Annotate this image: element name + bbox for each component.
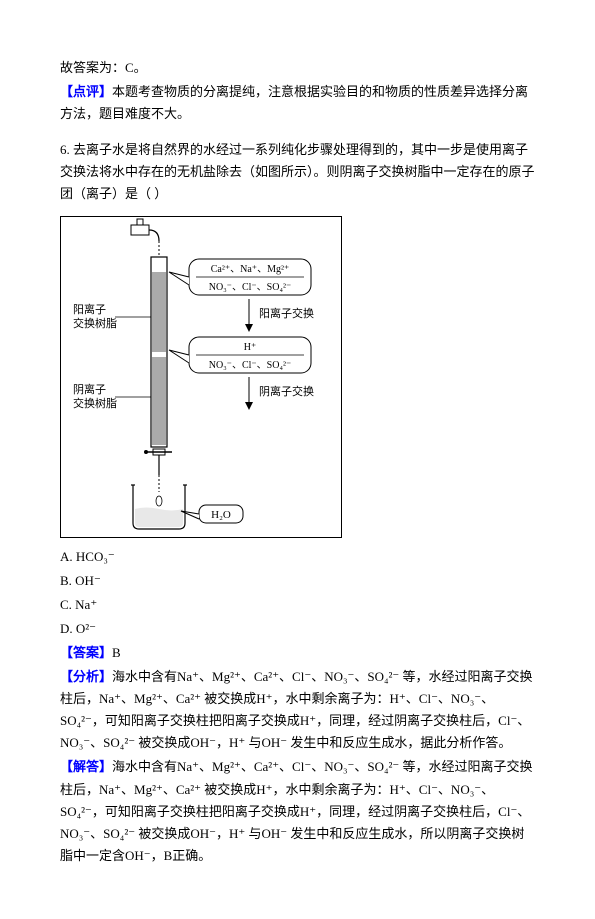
arrow1-label: 阳离子交换 [259,306,314,320]
cation-resin-label-l2: 交换树脂 [73,316,117,330]
ion-exchange-diagram: Ca²⁺、Na⁺、Mg²⁺ NO₃⁻、Cl⁻、SO₄²⁻ 阳离子交换 H⁺ NO… [60,216,535,538]
option-c: C. Na⁺ [60,594,535,616]
option-d: D. O²⁻ [60,618,535,640]
solution-paragraph: 【解答】海水中含有Na⁺、Mg²⁺、Ca²⁺、Cl⁻、NO₃⁻、SO₄²⁻ 等，… [60,756,535,866]
solution-label: 【解答】 [60,759,112,774]
bubble2-bot-text: NO₃⁻、Cl⁻、SO₄²⁻ [209,360,291,371]
answer-label: 【答案】 [60,645,112,660]
question-stem: 6. 去离子水是将自然界的水经过一系列纯化步骤处理得到的，其中一步是使用离子交换… [60,139,535,205]
solution-text: 海水中含有Na⁺、Mg²⁺、Ca²⁺、Cl⁻、NO₃⁻、SO₄²⁻ 等，水经过阳… [60,759,533,862]
analysis-label: 【分析】 [60,669,112,684]
comment-label: 【点评】 [60,84,112,99]
bubble1-top-text: Ca²⁺、Na⁺、Mg²⁺ [211,264,290,275]
comment-text: 本题考查物质的分离提纯，注意根据实验目的和物质的性质差异选择分离方法，题目难度不… [60,84,528,121]
analysis-paragraph: 【分析】海水中含有Na⁺、Mg²⁺、Ca²⁺、Cl⁻、NO₃⁻、SO₄²⁻ 等，… [60,666,535,754]
question-number: 6. [60,142,70,157]
comment-paragraph: 【点评】本题考查物质的分离提纯，注意根据实验目的和物质的性质差异选择分离方法，题… [60,81,535,125]
output-label-text: H₂O [211,509,231,521]
option-a: A. HCO₃⁻ [60,546,535,568]
anion-resin-label-l2: 交换树脂 [73,396,117,410]
answer-line: 【答案】B [60,642,535,664]
arrow2-label: 阴离子交换 [259,384,314,398]
analysis-text: 海水中含有Na⁺、Mg²⁺、Ca²⁺、Cl⁻、NO₃⁻、SO₄²⁻ 等，水经过阳… [60,669,533,750]
bubble1-bot-text: NO₃⁻、Cl⁻、SO₄²⁻ [209,282,291,293]
anion-resin-label-l1: 阴离子 [73,382,106,396]
question-text: 去离子水是将自然界的水经过一系列纯化步骤处理得到的，其中一步是使用离子交换法将水… [60,142,535,201]
option-b: B. OH⁻ [60,570,535,592]
bubble2-top-text: H⁺ [244,342,257,353]
answer-line-prev: 故答案为：C。 [60,57,535,79]
answer-value: B [112,645,121,660]
cation-resin-label-l1: 阳离子 [73,302,106,316]
